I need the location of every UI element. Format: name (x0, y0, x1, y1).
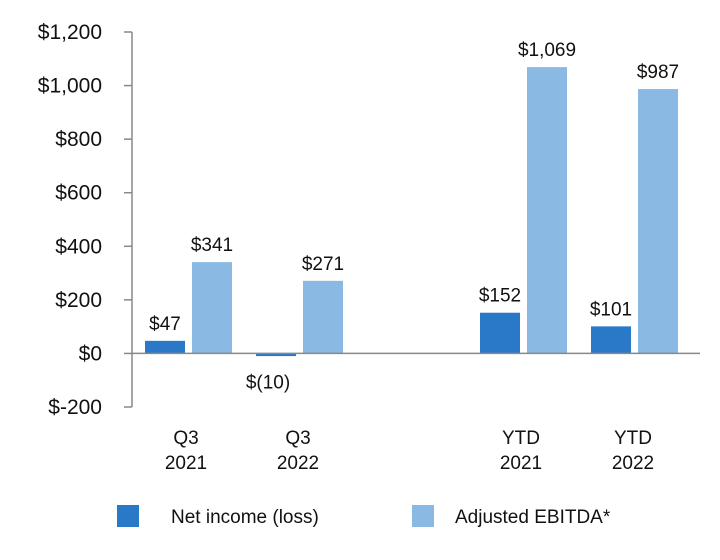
bar-net-income (480, 312, 520, 354)
x-category-label: Q3 (173, 428, 198, 449)
x-category-label: 2022 (612, 453, 654, 474)
x-category-label: 2022 (277, 453, 319, 474)
legend-swatch (412, 505, 434, 527)
y-axis: $-200 $0 $200 $400 $600 $800 $1,000 $1,200 (38, 21, 133, 419)
data-label: $341 (191, 235, 233, 256)
x-category-label: YTD (502, 428, 540, 449)
y-tick-label: $400 (55, 235, 102, 258)
bar-adjusted-ebitda (303, 280, 343, 354)
bars (145, 67, 678, 357)
y-tick-label: $1,200 (38, 21, 102, 44)
x-category-label: 2021 (500, 453, 542, 474)
y-tick-label: $-200 (48, 396, 102, 419)
bar-adjusted-ebitda (638, 89, 678, 354)
bar-adjusted-ebitda (192, 262, 232, 354)
legend-swatch (117, 505, 139, 527)
bar-net-income (256, 353, 296, 357)
data-label: $47 (149, 314, 181, 335)
data-labels: $47 $(10) $152 $101 $341 $271 $1,069 $987 (149, 40, 679, 393)
legend-label: Adjusted EBITDA* (455, 507, 611, 528)
data-label: $(10) (246, 372, 290, 393)
legend-label: Net income (loss) (171, 507, 319, 528)
x-category-label: 2021 (165, 453, 207, 474)
legend: Net income (loss) Adjusted EBITDA* (117, 505, 611, 528)
y-tick-label: $200 (55, 289, 102, 312)
y-tick-label: $800 (55, 128, 102, 151)
bar-adjusted-ebitda (527, 67, 567, 354)
x-category-label: Q3 (285, 428, 310, 449)
bar-net-income (591, 326, 631, 354)
y-tick-label: $1,000 (38, 75, 102, 98)
data-label: $987 (637, 62, 679, 83)
data-label: $1,069 (518, 40, 576, 61)
data-label: $271 (302, 254, 344, 275)
x-category-label: YTD (614, 428, 652, 449)
y-tick-label: $0 (79, 342, 102, 365)
x-axis: Q3 2021 Q3 2022 YTD 2021 YTD 2022 (165, 428, 654, 474)
data-label: $152 (479, 286, 521, 307)
bar-net-income (145, 340, 185, 354)
data-label: $101 (590, 299, 632, 320)
y-tick-label: $600 (55, 182, 102, 205)
